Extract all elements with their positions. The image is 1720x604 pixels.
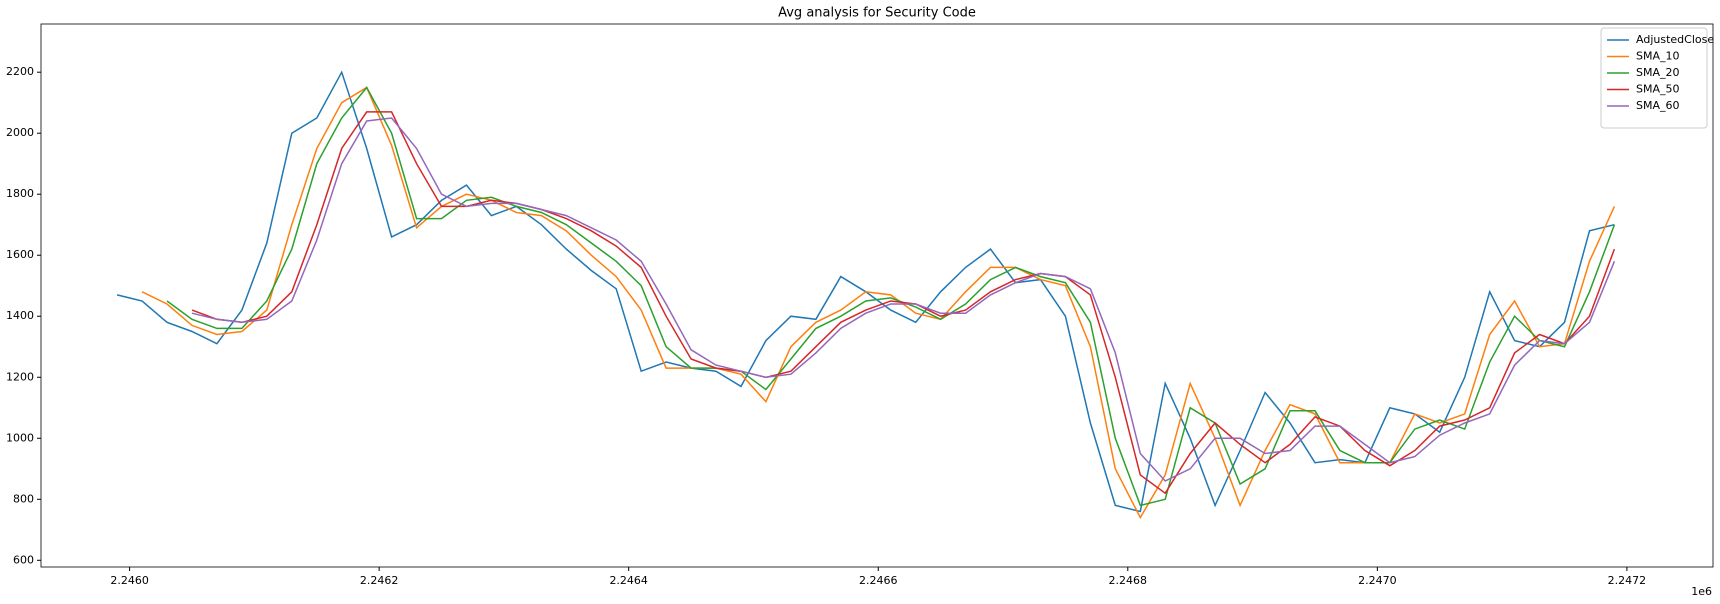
line-series <box>141 86 1616 520</box>
x-tick-label: 2.2466 <box>859 574 898 587</box>
legend-label: SMA_50 <box>1636 83 1680 96</box>
x-tick-label: 2.2464 <box>609 574 648 587</box>
legend-box <box>1600 27 1708 129</box>
x-tick-label: 2.2462 <box>360 574 399 587</box>
line-series <box>166 86 1616 507</box>
y-tick-label: 1000 <box>6 431 34 444</box>
y-tick-label: 1800 <box>6 187 34 200</box>
y-tick-label: 1200 <box>6 370 34 383</box>
y-tick-label: 2000 <box>6 126 34 139</box>
legend-label: SMA_10 <box>1636 50 1680 63</box>
line-series <box>191 117 1616 482</box>
legend-label: AdjustedClose <box>1636 33 1714 46</box>
legend-label: SMA_20 <box>1636 66 1680 79</box>
x-tick-label: 2.2468 <box>1109 574 1148 587</box>
y-tick-label: 2200 <box>6 65 34 78</box>
x-tick-label: 2.2470 <box>1358 574 1397 587</box>
y-tick-label: 1400 <box>6 309 34 322</box>
legend-label: SMA_60 <box>1636 99 1680 112</box>
y-tick-label: 800 <box>13 492 34 505</box>
x-tick-label: 2.2460 <box>110 574 149 587</box>
x-offset-text: 1e6 <box>1691 585 1712 598</box>
line-series <box>191 111 1616 495</box>
plot-frame <box>40 23 1714 568</box>
y-tick-label: 600 <box>13 553 34 566</box>
x-tick-label: 2.2472 <box>1608 574 1647 587</box>
y-tick-label: 1600 <box>6 248 34 261</box>
chart-title: Avg analysis for Security Code <box>778 6 976 21</box>
